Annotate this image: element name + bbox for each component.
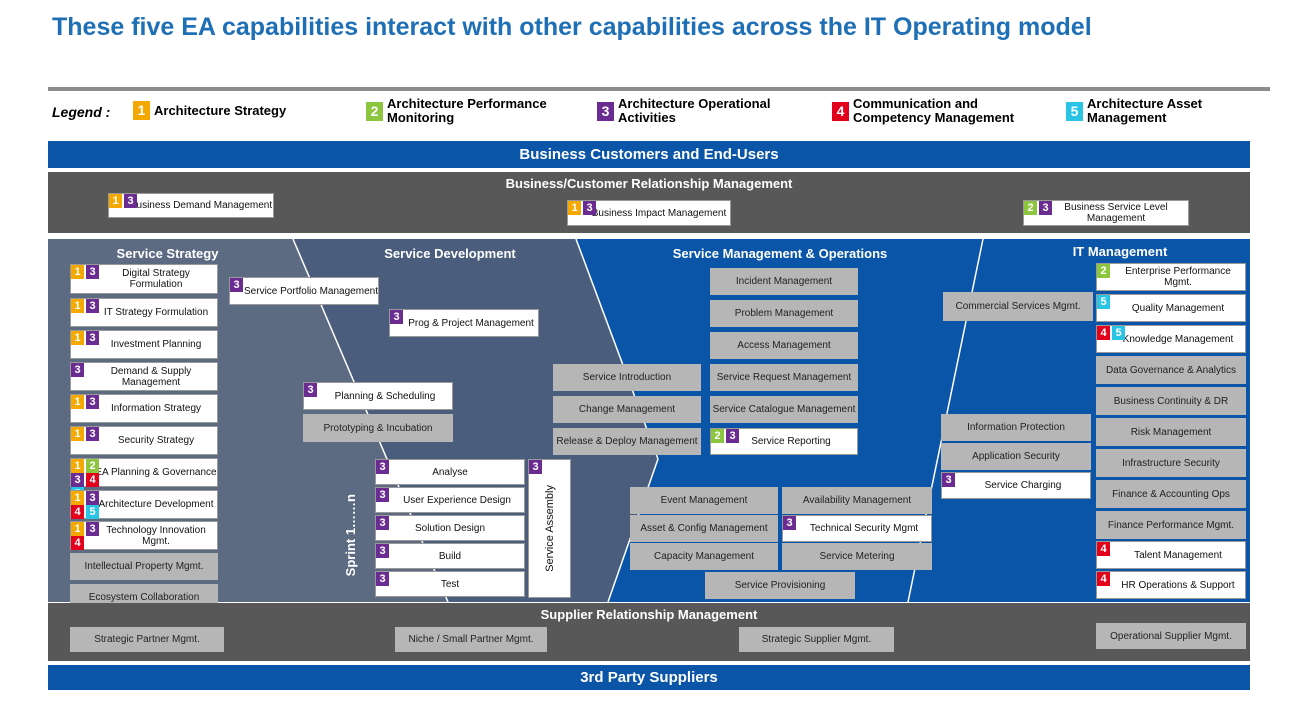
supplier-relationship-title: Supplier Relationship Management bbox=[540, 607, 758, 622]
service-introduction: Service Introduction bbox=[553, 364, 701, 391]
section-title-strategy: Service Strategy bbox=[116, 246, 219, 261]
access-management: Access Management bbox=[710, 332, 858, 359]
legend-item-3: 3 Architecture Operational Activities bbox=[597, 97, 797, 125]
service-portfolio-management: 3 Service Portfolio Management bbox=[229, 277, 379, 305]
section-title-operations: Service Management & Operations bbox=[672, 246, 888, 261]
strategic-partner-mgmt: Strategic Partner Mgmt. bbox=[70, 627, 224, 652]
demand-supply-management: 3 Demand & Supply Management bbox=[70, 362, 218, 391]
ea-planning-governance: 12345 EA Planning & Governance bbox=[70, 458, 218, 501]
third-party-suppliers-band: 3rd Party Suppliers bbox=[48, 665, 1250, 690]
data-governance-analytics: Data Governance & Analytics bbox=[1096, 356, 1246, 384]
technical-security-mgmt: 3 Technical Security Mgmt bbox=[782, 515, 932, 542]
business-continuity-dr: Business Continuity & DR bbox=[1096, 387, 1246, 415]
title-divider bbox=[48, 87, 1270, 91]
enterprise-performance-mgmt: 2 Enterprise Performance Mgmt. bbox=[1096, 263, 1246, 291]
legend-badge: 5 bbox=[1066, 101, 1083, 121]
service-assembly: 3 Service Assembly bbox=[528, 459, 571, 598]
service-provisioning: Service Provisioning bbox=[705, 572, 855, 599]
analyse: 3 Analyse bbox=[375, 459, 525, 485]
release-deploy-management: Release & Deploy Management bbox=[553, 428, 701, 455]
information-protection: Information Protection bbox=[941, 414, 1091, 441]
legend-badge: 3 bbox=[597, 101, 614, 121]
finance-performance-mgmt: Finance Performance Mgmt. bbox=[1096, 511, 1246, 539]
infrastructure-security: Infrastructure Security bbox=[1096, 449, 1246, 477]
strategic-supplier-mgmt: Strategic Supplier Mgmt. bbox=[739, 627, 894, 652]
risk-management: Risk Management bbox=[1096, 418, 1246, 446]
quality-management: 5 Quality Management bbox=[1096, 294, 1246, 322]
legend-label: Communication and Competency Management bbox=[853, 96, 1015, 125]
build: 3 Build bbox=[375, 543, 525, 569]
legend-label: Architecture Operational Activities bbox=[618, 96, 771, 125]
event-management: Event Management bbox=[630, 487, 778, 514]
user-experience-design: 3 User Experience Design bbox=[375, 487, 525, 513]
service-request-management: Service Request Management bbox=[710, 364, 858, 391]
asset-config-management: Asset & Config Management bbox=[630, 515, 778, 542]
intellectual-property-mgmt: Intellectual Property Mgmt. bbox=[70, 553, 218, 580]
niche-small-partner-mgmt: Niche / Small Partner Mgmt. bbox=[395, 627, 547, 652]
legend-badge: 1 bbox=[133, 101, 150, 120]
legend-badge: 2 bbox=[366, 101, 383, 121]
hr-operations-support: 4 HR Operations & Support bbox=[1096, 571, 1246, 599]
commercial-services-mgmt: Commercial Services Mgmt. bbox=[943, 292, 1093, 321]
service-catalogue-management: Service Catalogue Management bbox=[710, 396, 858, 423]
solution-design: 3 Solution Design bbox=[375, 515, 525, 541]
capacity-management: Capacity Management bbox=[630, 543, 778, 570]
prototyping-incubation: Prototyping & Incubation bbox=[303, 414, 453, 442]
planning-scheduling: 3 Planning & Scheduling bbox=[303, 382, 453, 410]
relationship-band-title: Business/Customer Relationship Managemen… bbox=[505, 176, 793, 191]
legend-label: Architecture Strategy bbox=[154, 102, 287, 118]
section-title-it-management: IT Management bbox=[1072, 244, 1168, 259]
service-charging: 3 Service Charging bbox=[941, 472, 1091, 499]
availability-management: Availability Management bbox=[782, 487, 932, 514]
application-security: Application Security bbox=[941, 443, 1091, 470]
section-title-development: Service Development bbox=[384, 246, 516, 261]
sprint-label: Sprint 1……n bbox=[342, 493, 358, 577]
legend-label: Architecture Performance Monitoring bbox=[387, 96, 547, 125]
operational-supplier-mgmt: Operational Supplier Mgmt. bbox=[1096, 623, 1246, 649]
legend-item-1: 1 Architecture Strategy bbox=[133, 101, 333, 120]
legend-label: Architecture Asset Management bbox=[1087, 96, 1203, 125]
test: 3 Test bbox=[375, 571, 525, 597]
problem-management: Problem Management bbox=[710, 300, 858, 327]
supplier-relationship-band bbox=[48, 603, 1250, 661]
talent-management: 4 Talent Management bbox=[1096, 541, 1246, 569]
incident-management: Incident Management bbox=[710, 268, 858, 295]
legend-prefix: Legend : bbox=[52, 104, 111, 120]
legend-item-5: 5 Architecture Asset Management bbox=[1066, 97, 1256, 125]
service-metering: Service Metering bbox=[782, 543, 932, 570]
finance-accounting-ops: Finance & Accounting Ops bbox=[1096, 480, 1246, 508]
page-title: These five EA capabilities interact with… bbox=[52, 13, 1092, 41]
legend-item-2: 2 Architecture Performance Monitoring bbox=[366, 97, 576, 125]
prog-project-management: 3 Prog & Project Management bbox=[389, 309, 539, 337]
change-management: Change Management bbox=[553, 396, 701, 423]
legend-badge: 4 bbox=[832, 101, 849, 121]
legend-item-4: 4 Communication and Competency Managemen… bbox=[832, 97, 1042, 125]
customers-band: Business Customers and End-Users bbox=[48, 141, 1250, 168]
